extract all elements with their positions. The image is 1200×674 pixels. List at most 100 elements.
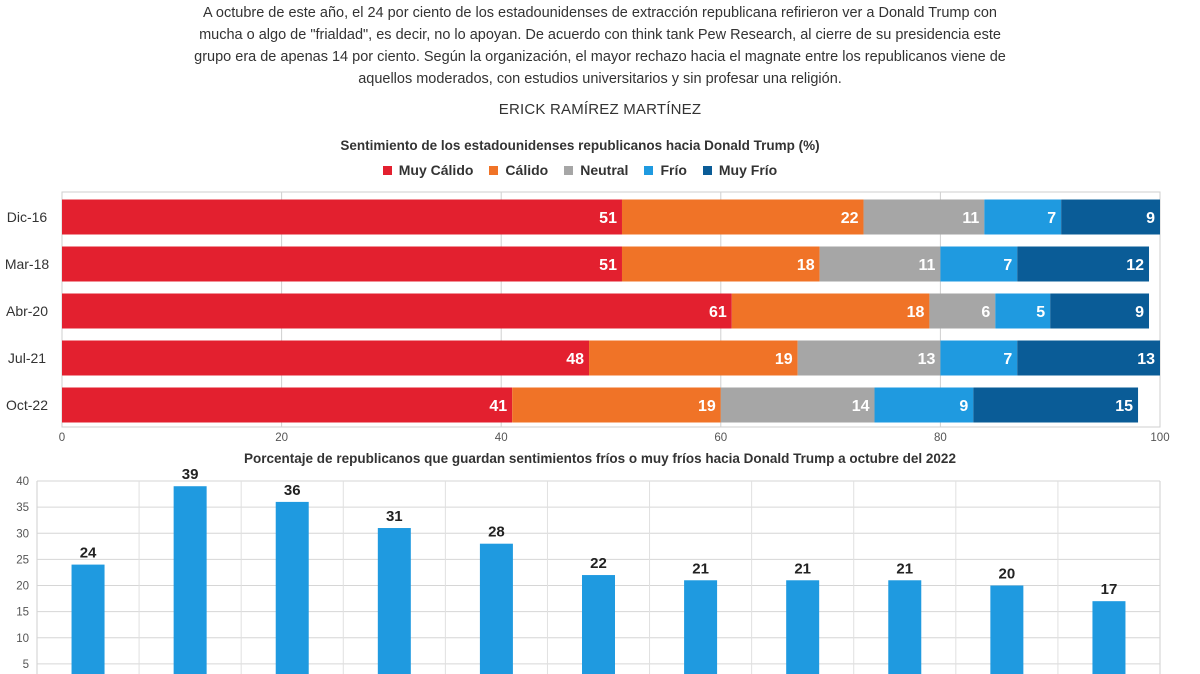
bar-value-label: 9 [1135,304,1144,321]
bar-segment [929,293,996,329]
intro-line: grupo era de apenas 14 por ciento. Según… [194,49,1006,65]
legend-label: Neutral [580,162,629,178]
legend-swatch [489,165,499,175]
bar-value-label: 19 [775,351,793,368]
y-tick-label: 25 [16,554,29,566]
bar-segment [62,246,622,282]
bar-segment [1050,293,1150,329]
y-tick-label: 15 [16,607,29,619]
category-label: Abr-20 [6,303,48,319]
bar-segment [62,199,622,235]
column-bar [888,580,922,674]
bar-segment [940,246,1018,282]
author-byline: ERICK RAMÍREZ MARTÍNEZ [498,101,702,118]
x-tick-label: 40 [495,432,508,444]
column-value-label: 20 [999,566,1016,583]
y-tick-label: 10 [16,633,29,645]
column-bar [1092,601,1126,674]
legend-label: Cálido [505,162,549,178]
bar-value-label: 18 [907,304,925,321]
bar-segment [589,340,798,376]
y-tick-label: 20 [16,581,29,593]
column-bar [275,501,309,674]
bar-segment [995,293,1051,329]
column-value-label: 28 [488,524,505,541]
bar-segment [1061,199,1160,235]
category-label: Dic-16 [7,209,48,225]
x-tick-label: 20 [275,432,288,444]
x-tick-label: 0 [59,432,65,444]
bar-value-label: 9 [1146,210,1155,227]
x-tick-label: 60 [714,432,727,444]
column-bar [582,575,615,674]
bar-segment [874,387,974,423]
stacked-chart-title: Sentimiento de los estadounidenses repub… [340,138,820,153]
intro-paragraph: A octubre de este año, el 24 por ciento … [180,2,1020,90]
x-tick-label: 100 [1150,432,1169,444]
bar-segment [720,387,875,423]
bar-value-label: 11 [918,257,935,274]
column-value-label: 24 [80,545,97,562]
bar-segment [621,246,820,282]
bar-segment [973,387,1139,423]
bar-value-label: 14 [852,398,870,415]
bar-segment [621,199,864,235]
category-label: Mar-18 [5,256,50,272]
legend-item-muy-calido: Muy Cálido [382,162,474,178]
y-tick-label: 40 [16,476,29,488]
intro-line: mucha o algo de "frialdad", es decir, no… [199,27,1001,43]
bar-segment [984,199,1062,235]
bar-value-label: 7 [1003,351,1012,368]
legend-item-neutral: Neutral [564,162,628,178]
column-value-label: 21 [794,560,811,577]
legend-label: Muy Cálido [398,162,474,178]
column-value-label: 17 [1101,581,1118,598]
bar-segment [731,293,930,329]
bar-value-label: 51 [599,257,617,274]
x-tick-label: 80 [934,432,947,444]
legend-item-muy-frio: Muy Frío [702,162,778,178]
column-value-label: 21 [692,560,709,577]
category-label: Jul-21 [8,350,46,366]
column-bar [479,543,513,674]
bar-segment [863,199,985,235]
bar-segment [512,387,721,423]
legend-swatch [564,165,574,175]
column-value-label: 39 [182,466,199,483]
bar-value-label: 13 [918,351,936,368]
legend-swatch [644,165,654,175]
bar-value-label: 61 [709,304,727,321]
column-bar [71,564,105,674]
bar-value-label: 9 [959,398,968,415]
bar-value-label: 7 [1047,210,1056,227]
column-bar [786,580,820,674]
bar-segment [62,293,732,329]
bar-value-label: 51 [599,210,617,227]
column-bar [990,585,1024,674]
intro-line: aquellos moderados, con estudios univers… [358,71,842,87]
category-label: Oct-22 [6,397,48,413]
column-bar [377,528,411,674]
legend-item-calido: Cálido [489,162,548,178]
legend-label: Frío [660,162,687,178]
bar-value-label: 6 [981,304,990,321]
bar-segment [62,340,590,376]
bar-segment [1017,246,1150,282]
bar-value-label: 18 [797,257,815,274]
column-value-label: 21 [896,560,913,577]
y-tick-label: 35 [16,502,29,514]
bar-value-label: 5 [1036,304,1045,321]
intro-line: A octubre de este año, el 24 por ciento … [203,5,997,21]
bar-segment [940,340,1018,376]
bar-value-label: 7 [1003,257,1012,274]
legend-label: Muy Frío [718,162,778,178]
legend-swatch [702,165,712,175]
bar-value-label: 41 [489,398,507,415]
bar-value-label: 13 [1137,351,1155,368]
column-chart-title: Porcentaje de republicanos que guardan s… [244,451,956,466]
bar-value-label: 48 [566,351,584,368]
column-value-label: 31 [386,508,403,525]
column-value-label: 36 [284,482,301,499]
